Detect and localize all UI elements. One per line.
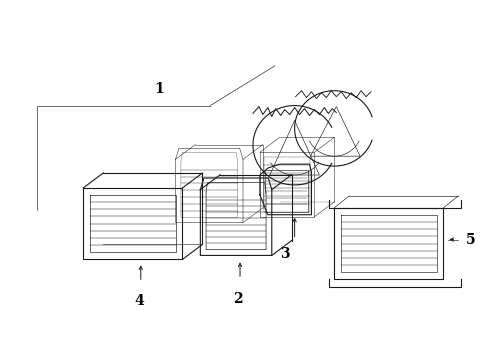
Text: 1: 1 (154, 82, 164, 96)
Text: 4: 4 (134, 294, 144, 308)
Text: 5: 5 (466, 233, 475, 247)
Text: 2: 2 (233, 292, 243, 306)
Text: 3: 3 (280, 247, 290, 261)
